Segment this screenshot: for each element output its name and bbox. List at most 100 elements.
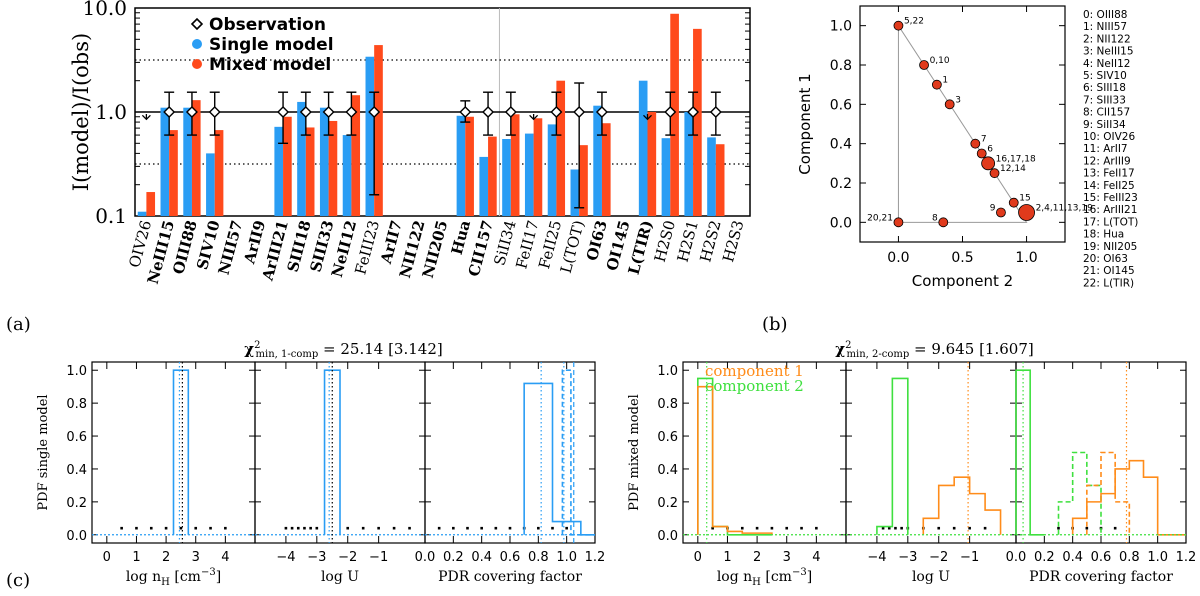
y-tick-label: 0.6	[66, 430, 87, 445]
point-label: 7	[981, 135, 987, 145]
bar-mixed	[715, 144, 725, 216]
key-entry: 3: NeIII15	[1083, 46, 1134, 58]
bar-mixed	[283, 116, 292, 216]
bar-mixed	[191, 100, 201, 216]
sample-marker	[315, 526, 319, 530]
observation-marker	[459, 106, 472, 118]
point-label: 5,22	[904, 17, 924, 27]
legend-observation-marker	[190, 17, 204, 31]
x-tick-label: 1	[132, 550, 140, 565]
sample-marker	[408, 526, 411, 530]
sample-marker	[952, 526, 956, 530]
x-axis-label: log U	[912, 569, 950, 585]
y-tick-label: 0.0	[830, 215, 852, 231]
x-axis-label: PDR covering factor	[1029, 569, 1173, 585]
sample-marker	[1085, 526, 1089, 530]
x-tick-label: 0.0	[887, 250, 909, 266]
sample-marker	[565, 526, 568, 530]
scatter-point	[989, 168, 1000, 179]
y-tick-label: 0.8	[830, 58, 852, 74]
x-tick-label: 3	[192, 550, 200, 565]
histogram-component-1	[697, 385, 773, 535]
x-tick-label: 0.6	[1091, 550, 1112, 565]
chi2-sup: 2	[845, 340, 851, 351]
bar-mixed	[647, 112, 657, 216]
sample-marker	[537, 526, 540, 530]
x-axis-label-end: ]	[807, 569, 812, 585]
bar-single	[297, 101, 306, 216]
observation-marker	[368, 106, 381, 118]
sample-marker	[361, 526, 365, 530]
y-tick-label: 10.0	[82, 0, 127, 20]
sample-marker	[135, 526, 138, 530]
key-entry: 9: SiII34	[1083, 119, 1126, 131]
y-tick-label: 0.6	[830, 97, 852, 113]
bar-single	[524, 133, 534, 216]
sample-marker	[494, 526, 498, 530]
x-axis-label: log U	[321, 569, 359, 585]
bar-single	[593, 105, 602, 216]
x-tick-label: 2	[753, 550, 761, 565]
point-label: 16,17,18	[996, 154, 1036, 164]
key-entry: 13: FeII17	[1083, 168, 1135, 180]
observation-marker	[482, 106, 495, 118]
simplex-triangle	[897, 23, 1028, 223]
sample-marker	[881, 526, 885, 530]
bar-mixed	[374, 45, 383, 217]
x-tick-label: 0.0	[1006, 550, 1027, 565]
key-entry: 10: OIV26	[1083, 131, 1135, 143]
y-tick-label: 0.8	[657, 397, 678, 412]
histogram-single-alt	[561, 369, 595, 536]
x-axis-label-base: log n	[126, 569, 161, 585]
key-entry: 5: SIV10	[1083, 70, 1127, 82]
bar-mixed	[465, 116, 474, 216]
bar-mixed	[533, 118, 543, 216]
legend-component-2: component 2	[705, 377, 804, 395]
bar-single	[137, 211, 147, 216]
bar-mixed	[305, 127, 315, 216]
x-tick-label: −2	[929, 550, 948, 565]
point-label: 2,4,11,13,19	[1036, 204, 1094, 214]
scatter-point	[938, 217, 949, 228]
observation-marker	[664, 106, 677, 118]
scatter-point	[919, 60, 929, 70]
y-tick-label: 1.0	[66, 364, 87, 379]
bar-single	[456, 115, 466, 216]
y-axis-label: Component 1	[796, 73, 814, 174]
sample-marker	[452, 526, 455, 530]
sample-marker	[284, 526, 288, 530]
key-entry: 4: NeII12	[1083, 58, 1130, 70]
bar-mixed	[488, 136, 497, 216]
x-tick-label: −4	[867, 550, 886, 565]
histogram-component-2-alt	[1057, 451, 1102, 535]
x-tick-label: 0.8	[528, 550, 549, 565]
legend-observation-label: Observation	[209, 15, 326, 35]
x-tick-label: 1.0	[1015, 250, 1037, 266]
x-tick-label: 0.2	[443, 550, 464, 565]
x-tick-label: −1	[960, 550, 979, 565]
key-entry: 12: ArIII9	[1083, 155, 1131, 167]
sample-marker	[149, 526, 153, 530]
key-entry: 7: SIII33	[1083, 94, 1126, 106]
bar-mixed	[556, 80, 566, 217]
point-label: 1	[942, 76, 948, 86]
legend-single-label: Single model	[209, 35, 334, 55]
x-axis-label-sub: H	[752, 577, 761, 588]
sample-marker	[290, 526, 294, 530]
point-label: 9	[990, 204, 996, 214]
sample-marker	[508, 526, 512, 530]
sample-marker	[437, 526, 441, 530]
legend-single-marker	[192, 39, 202, 49]
x-axis-label-base: PDR covering factor	[1029, 569, 1173, 585]
x-axis-label-base: log U	[912, 569, 950, 585]
histogram-component-1-alt	[1086, 451, 1131, 535]
histogram-component-2	[697, 377, 772, 536]
scatter-point	[981, 156, 996, 171]
observation-marker	[709, 106, 722, 118]
sample-marker	[309, 526, 312, 530]
upper-limit-arrow-head	[141, 114, 151, 121]
panel-label-a: (a)	[6, 314, 31, 335]
key-entry: 17: L(TOT)	[1083, 216, 1138, 228]
x-tick-label: −2	[338, 550, 357, 565]
